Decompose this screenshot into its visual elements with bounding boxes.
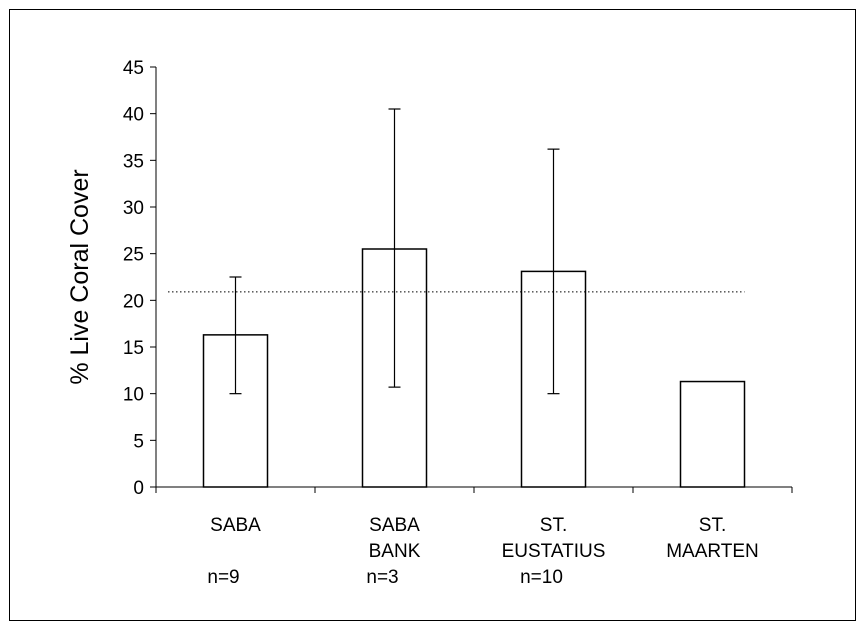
y-tick-label: 15 [123, 338, 144, 359]
y-tick-label: 20 [123, 291, 144, 312]
category-label: ST. [699, 515, 726, 536]
y-axis-label: % Live Coral Cover [66, 169, 94, 384]
y-tick-label: 25 [123, 245, 144, 266]
chart-frame [9, 9, 856, 621]
y-tick-label: 30 [123, 198, 144, 219]
category-label: BANK [369, 541, 421, 562]
error-bars [229, 108, 560, 395]
bar [679, 380, 746, 488]
y-tick-label: 0 [133, 478, 144, 499]
bars [202, 248, 746, 488]
sample-size-label: n=10 [520, 567, 563, 588]
y-tick-label: 40 [123, 105, 144, 126]
y-axis: 0 5 10 15 20 25 30 35 40 45 [123, 58, 157, 499]
category-labels: SABA n=9 SABA BANK n=3 ST. EUSTATIUS n=10 ST. MAA… [207, 515, 758, 588]
category-label: SABA [210, 515, 261, 536]
category-label: SABA [369, 515, 420, 536]
y-tick-label: 5 [133, 431, 144, 452]
category-label: EUSTATIUS [502, 541, 606, 562]
y-tick-label: 10 [123, 385, 144, 406]
sample-size-label: n=3 [366, 567, 398, 588]
sample-size-label: n=9 [207, 567, 239, 588]
category-label: ST. [540, 515, 567, 536]
x-axis [155, 486, 793, 493]
y-tick-label: 35 [123, 151, 144, 172]
category-label: MAARTEN [666, 541, 759, 562]
y-tick-label: 45 [123, 58, 144, 79]
